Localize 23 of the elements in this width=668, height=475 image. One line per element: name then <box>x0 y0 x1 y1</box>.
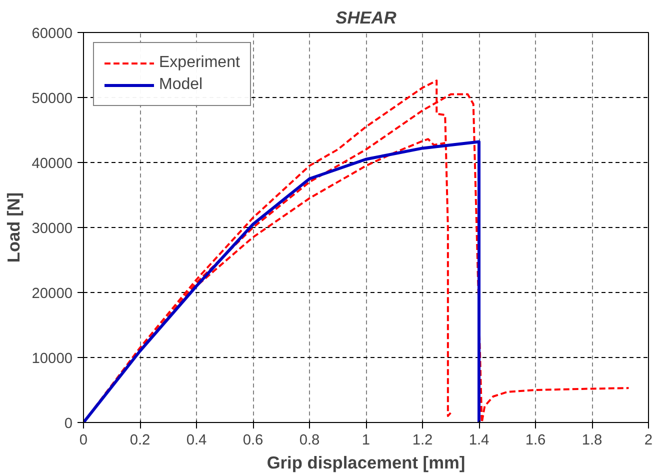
x-tick-label: 1 <box>362 432 370 448</box>
x-axis-title: Grip displacement [mm] <box>266 452 466 472</box>
y-tick-label: 60000 <box>32 26 73 42</box>
y-tick-label: 10000 <box>32 351 73 367</box>
x-tick-label: 1.2 <box>412 432 433 448</box>
y-tick-label: 20000 <box>32 286 73 302</box>
x-tick-label: 0.6 <box>242 432 264 448</box>
x-tick-label: 1.6 <box>525 432 546 448</box>
x-tick-label: 0.8 <box>299 432 320 448</box>
chart-title: SHEAR <box>336 8 397 28</box>
x-tick-label: 0 <box>79 432 88 448</box>
legend-label: Model <box>159 76 203 94</box>
x-tick-label: 0.4 <box>186 432 207 448</box>
x-tick-label: 1.8 <box>582 432 602 448</box>
legend-label: Experiment <box>159 54 240 72</box>
y-tick-label: 50000 <box>32 91 73 107</box>
y-axis-title: Load [N] <box>4 192 24 263</box>
x-tick-label: 0.2 <box>130 432 150 448</box>
y-tick-label: 40000 <box>32 156 73 172</box>
y-tick-label: 30000 <box>32 221 73 237</box>
y-tick-label: 0 <box>64 416 73 432</box>
x-tick-label: 1.4 <box>468 432 490 448</box>
x-tick-label: 2 <box>644 432 653 448</box>
